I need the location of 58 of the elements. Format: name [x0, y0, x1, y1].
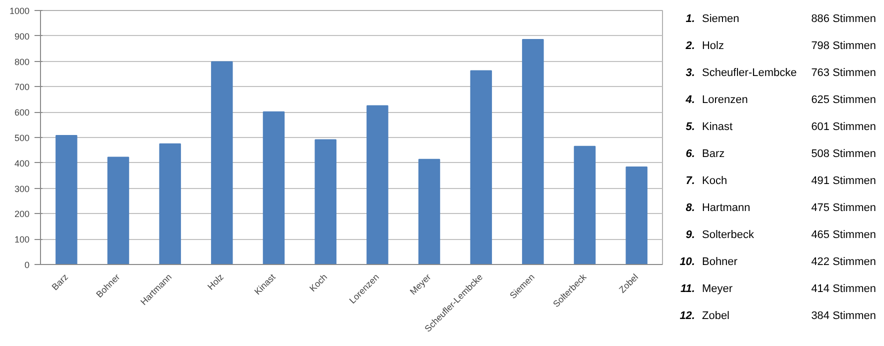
- text: 10.: [678, 254, 696, 270]
- text: 5.: [684, 120, 696, 134]
- text: Barz: [700, 146, 726, 162]
- y-tick-label: 400: [14, 158, 30, 168]
- text: 3.: [684, 66, 696, 80]
- bar: [366, 105, 388, 264]
- y-tick-label: 300: [14, 184, 30, 194]
- bar: [107, 156, 130, 264]
- text: Scheufler-Lembcke: [700, 66, 798, 80]
- text: 7.: [684, 174, 696, 188]
- text: 475 Stimmen: [810, 200, 877, 216]
- y-tick-label: 1000: [9, 6, 30, 16]
- text: 12.: [678, 308, 696, 324]
- text: 508 Stimmen: [810, 146, 877, 162]
- text: Lorenzen: [700, 92, 749, 108]
- text: 422 Stimmen: [810, 254, 877, 270]
- text: 601 Stimmen: [810, 120, 877, 134]
- y-tick-label: 600: [14, 108, 30, 118]
- text: 6.: [684, 146, 696, 162]
- y-tick-label: 800: [14, 56, 30, 67]
- bar: [314, 139, 336, 264]
- text: 8.: [684, 200, 696, 216]
- bar: [626, 166, 648, 264]
- text: Hartmann: [700, 200, 752, 216]
- bar: [574, 146, 596, 264]
- bar: [56, 134, 78, 264]
- text: Siemen: [700, 12, 740, 26]
- bar: [470, 70, 492, 264]
- text: Kinast: [700, 120, 734, 134]
- text: 763 Stimmen: [810, 66, 877, 80]
- y-tick-label: 500: [14, 133, 30, 143]
- text: Bohner: [700, 254, 738, 270]
- text: 465 Stimmen: [810, 228, 877, 242]
- y-tick-label: 100: [14, 234, 30, 245]
- text: 384 Stimmen: [810, 308, 877, 324]
- text: 491 Stimmen: [810, 174, 877, 188]
- text: 1.: [684, 12, 696, 26]
- text: 886 Stimmen: [810, 12, 877, 26]
- bar: [262, 111, 285, 264]
- y-tick-label: 900: [14, 31, 30, 42]
- text: Koch: [700, 174, 728, 188]
- text: Holz: [700, 38, 725, 54]
- bar: [522, 38, 544, 264]
- y-tick-label: 200: [14, 209, 30, 220]
- bar: [211, 61, 233, 264]
- text: 11.: [680, 282, 696, 296]
- text: 2.: [684, 38, 696, 54]
- text: 4.: [684, 92, 696, 108]
- y-tick-label: 0: [24, 260, 30, 270]
- text: 414 Stimmen: [810, 282, 877, 296]
- y-tick-label: 700: [14, 82, 30, 92]
- bar: [418, 158, 440, 264]
- text: 9.: [684, 228, 696, 242]
- bar: [159, 143, 181, 264]
- text: 798 Stimmen: [810, 38, 877, 54]
- text: Zobel: [700, 308, 731, 324]
- text: 625 Stimmen: [810, 92, 877, 108]
- text: Solterbeck: [700, 228, 755, 242]
